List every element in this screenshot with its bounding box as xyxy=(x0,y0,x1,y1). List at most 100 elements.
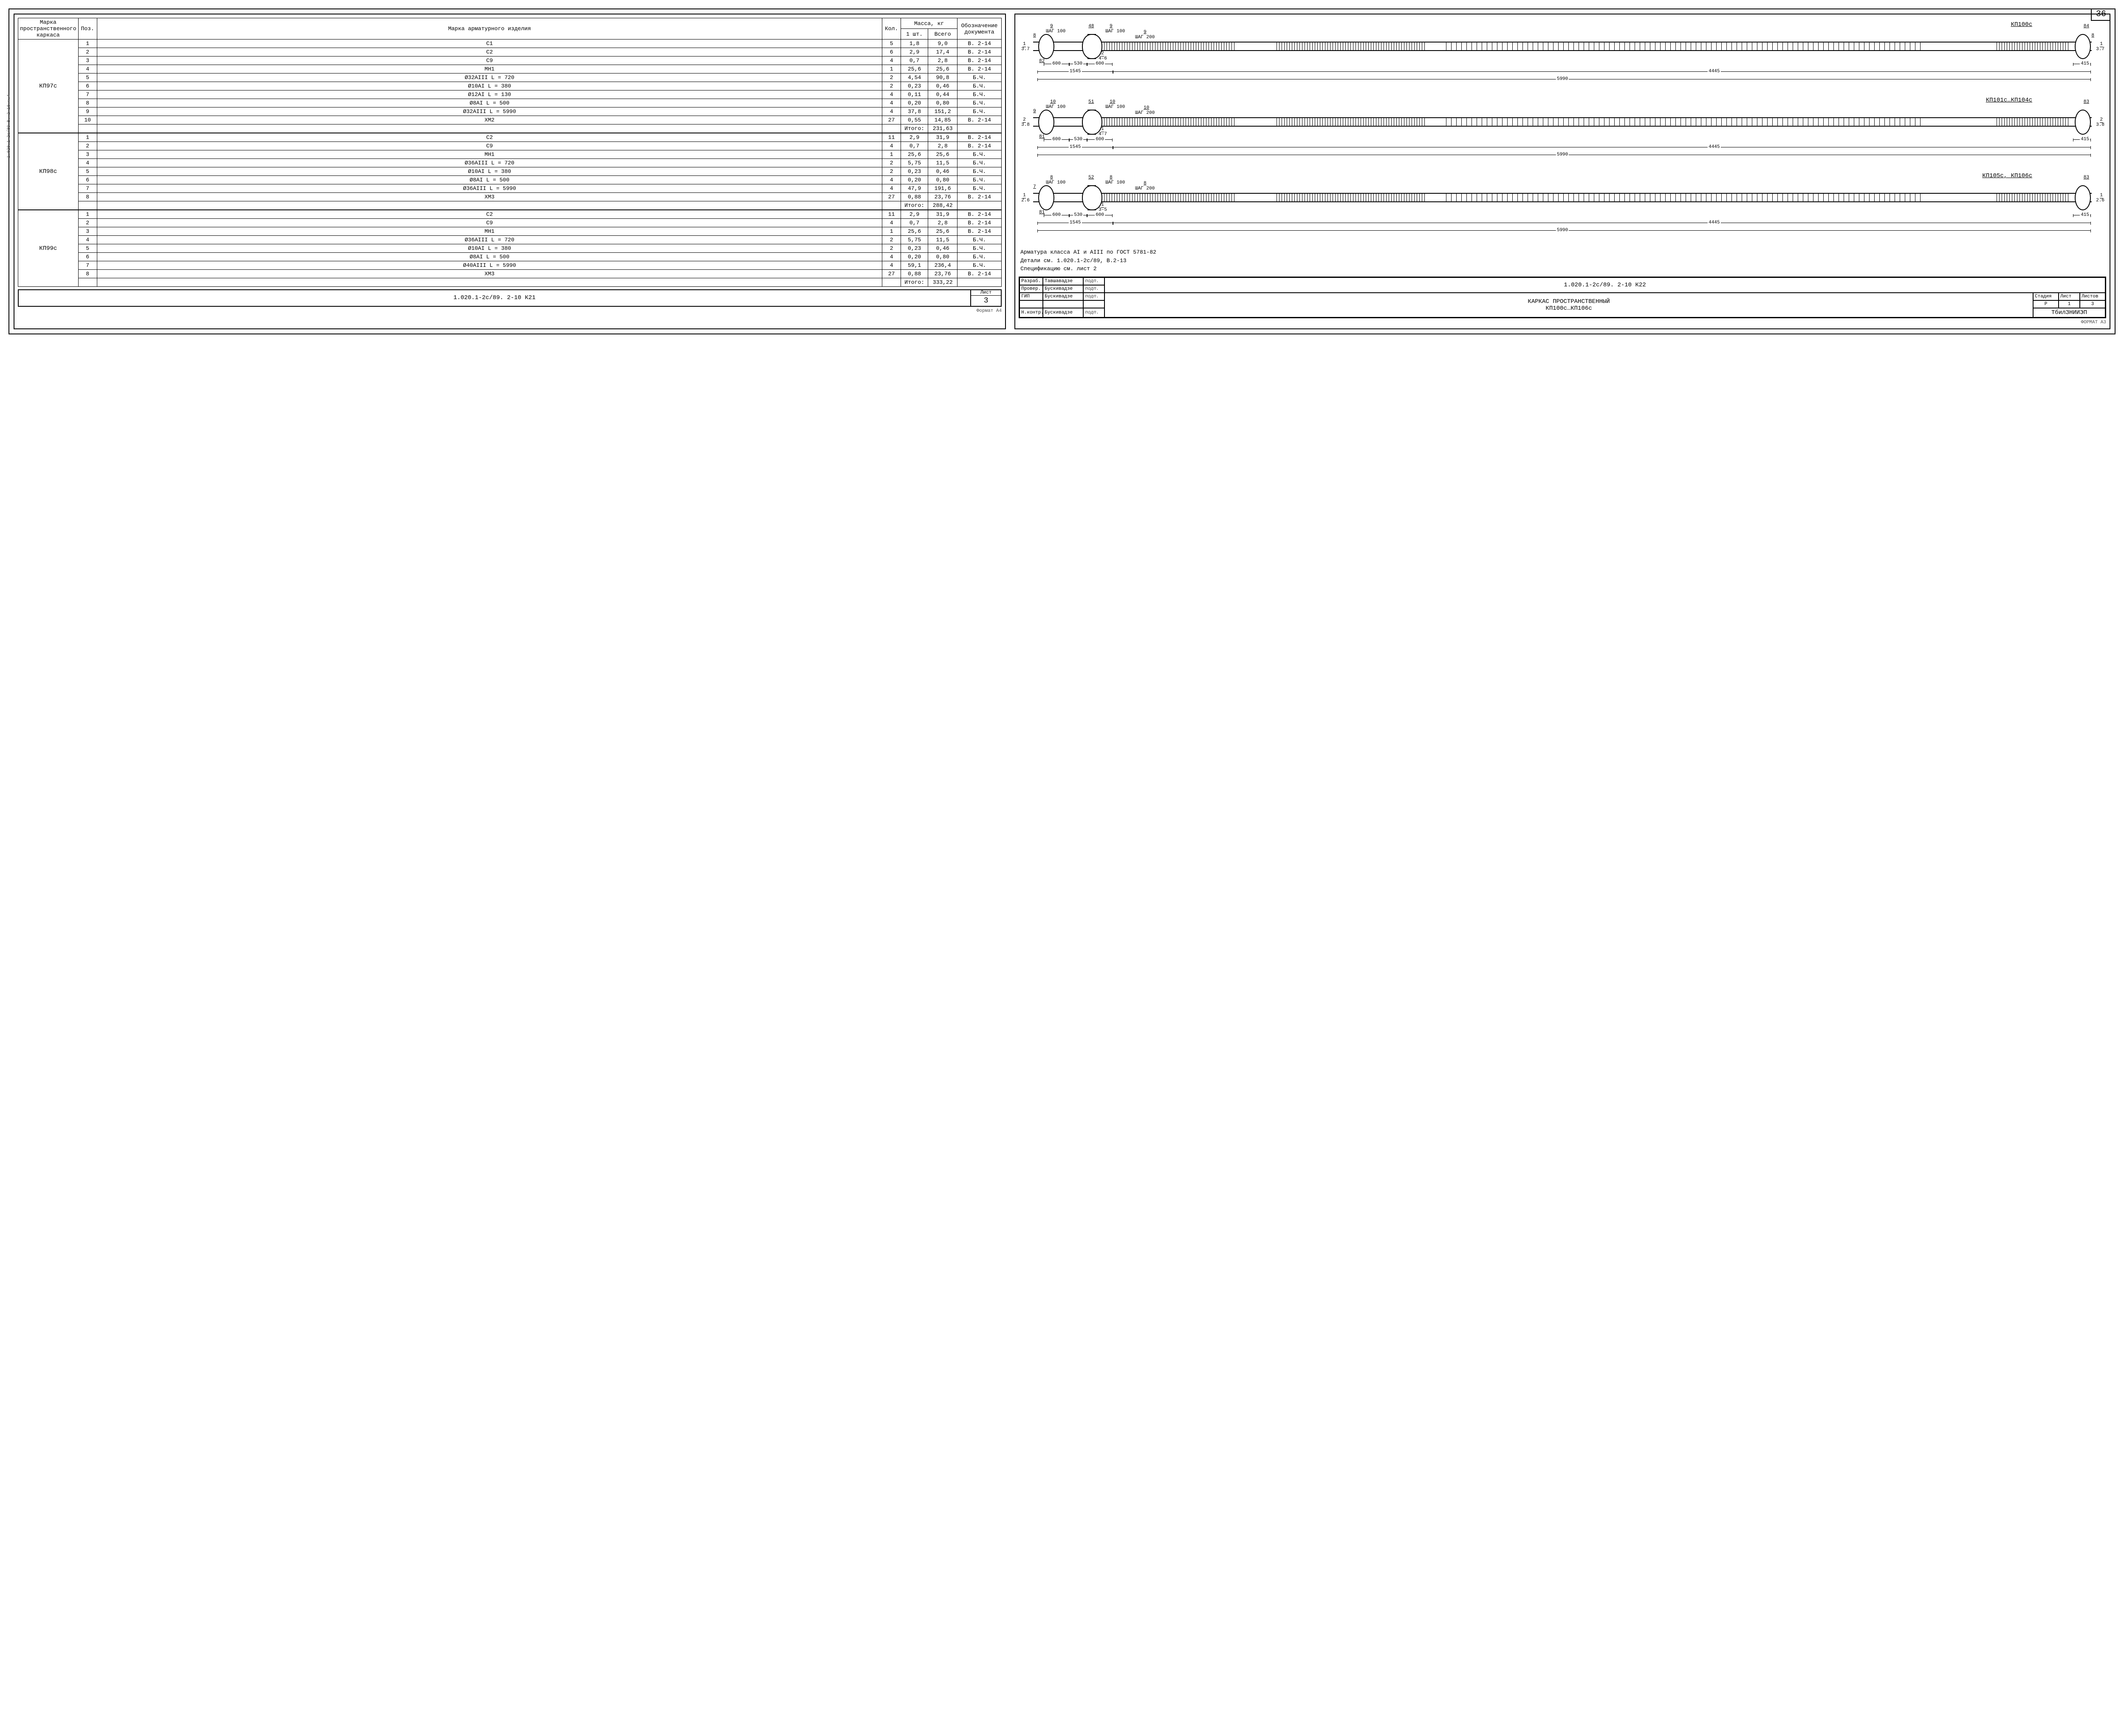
cell-kol: 4 xyxy=(882,142,901,150)
cell-m1: 4,54 xyxy=(901,74,928,82)
cell-m1: 0,20 xyxy=(901,176,928,184)
stirrup-right xyxy=(2075,34,2091,59)
cell-m1: 25,6 xyxy=(901,150,928,159)
th-kol: Кол. xyxy=(882,18,901,40)
cell-kol: 4 xyxy=(882,107,901,116)
title-block: Разраб. Тавшавадзе подп. 1.020.1-2с/89. … xyxy=(1019,277,2106,318)
table-row: 7Ø40АIII L = 5990459,1236,4Б.Ч. xyxy=(18,261,1002,270)
cell-doc: Б.Ч. xyxy=(957,176,1002,184)
lbl-530: 530 xyxy=(1073,212,1083,218)
cell-m1: 5,75 xyxy=(901,159,928,167)
cell-doc: Б.Ч. xyxy=(957,107,1002,116)
th-massa: Масса, кг xyxy=(901,18,957,29)
tb-listov: 3 xyxy=(2080,300,2105,308)
lbl-5990: 5990 xyxy=(1556,152,1569,157)
cell-mall: 2,8 xyxy=(928,219,957,227)
th-m1: 1 шт. xyxy=(901,29,928,40)
cell-mall: 0,46 xyxy=(928,82,957,90)
cell-poz: 3 xyxy=(78,57,97,65)
lbl-1545: 1545 xyxy=(1069,69,1082,74)
tb-r4: Н.контр. xyxy=(1020,308,1043,317)
tb-stadia-h: Стадия xyxy=(2033,293,2059,300)
cell-izd: Ø40АIII L = 5990 xyxy=(97,261,882,270)
table-row: 8ХМ3270,8823,76В. 2-14 xyxy=(18,193,1002,201)
cell-doc: Б.Ч. xyxy=(957,150,1002,159)
table-row: 2С262,917,4В. 2-14 xyxy=(18,48,1002,57)
co-far-step: ШАГ 200 xyxy=(1135,110,1155,116)
cell-poz: 5 xyxy=(78,167,97,176)
drawing-title: КП100с xyxy=(2011,21,2032,28)
cell-izd: МН1 xyxy=(97,150,882,159)
cell-doc: В. 2-14 xyxy=(957,270,1002,278)
th-karkas: Марка пространственного каркаса xyxy=(18,18,79,40)
cell-m1: 0,55 xyxy=(901,116,928,124)
cell-izd: Ø8АI L = 500 xyxy=(97,253,882,261)
table-row: КП97с1С151,89,0В. 2-14 xyxy=(18,40,1002,48)
cell-m1: 0,7 xyxy=(901,142,928,150)
note-1: Арматура класса АI и АIII по ГОСТ 5781-8… xyxy=(1020,248,2104,257)
co-far-step: ШАГ 200 xyxy=(1135,186,1155,191)
lbl-600b: 600 xyxy=(1095,137,1105,142)
cell-m1: 0,88 xyxy=(901,270,928,278)
cell-m1: 25,6 xyxy=(901,65,928,74)
cell-izd: С9 xyxy=(97,57,882,65)
karkas-name: КП97с xyxy=(18,40,79,133)
cell-mall: 90,8 xyxy=(928,74,957,82)
stirrup-mid xyxy=(1082,110,1102,135)
left-sheet-lbl: Лист xyxy=(971,290,1001,296)
cell-izd: Ø10АI L = 380 xyxy=(97,244,882,253)
tb-title1: КАРКАС ПРОСТРАНСТВЕННЫЙ xyxy=(1528,298,1610,305)
tb-title2: КП100с…КП106с xyxy=(1545,305,1592,312)
cell-m1: 0,11 xyxy=(901,90,928,99)
cell-kol: 2 xyxy=(882,236,901,244)
table-row: 7Ø36АIII L = 5990447,9191,6Б.Ч. xyxy=(18,184,1002,193)
beam xyxy=(1033,193,2092,202)
tb-blank1 xyxy=(1020,300,1043,308)
cell-kol: 1 xyxy=(882,150,901,159)
table-row: 5Ø10АI L = 38020,230,46Б.Ч. xyxy=(18,167,1002,176)
th-mall: Всего xyxy=(928,29,957,40)
cell-izd: Ø32АIII L = 720 xyxy=(97,74,882,82)
cell-poz: 4 xyxy=(78,236,97,244)
tb-n1: Тавшавадзе xyxy=(1043,277,1083,285)
rebar-drawing: КП100с9ШАГ 100489ШАГ 1009ШАГ 20084882813… xyxy=(1020,21,2104,93)
left-format: Формат А4 xyxy=(18,308,1002,314)
cell-mall: 0,46 xyxy=(928,244,957,253)
total-row: Итого:333,22 xyxy=(18,278,1002,287)
under-mid-d: 3-5 xyxy=(1099,207,1107,212)
table-row: 3МН1125,625,6В. 2-14 xyxy=(18,227,1002,236)
cell-doc: В. 2-14 xyxy=(957,227,1002,236)
table-row: 6Ø8АI L = 50040,200,80Б.Ч. xyxy=(18,253,1002,261)
tb-n4: Бускивадзе xyxy=(1043,308,1083,317)
cell-doc: В. 2-14 xyxy=(957,65,1002,74)
total-val: 333,22 xyxy=(928,278,957,287)
table-row: 2С940,72,8В. 2-14 xyxy=(18,219,1002,227)
sec-right-d: 2.6 xyxy=(2096,198,2104,203)
co-right-n: 9 xyxy=(1110,24,1113,29)
co-right-step: ШАГ 100 xyxy=(1105,180,1125,185)
lbl-415: 415 xyxy=(2080,137,2090,142)
lbl-1545: 1545 xyxy=(1069,220,1082,225)
table-row: 5Ø10АI L = 38020,230,46Б.Ч. xyxy=(18,244,1002,253)
cell-kol: 4 xyxy=(882,90,901,99)
lbl-600b: 600 xyxy=(1095,61,1105,66)
sig-3: подп. xyxy=(1083,293,1104,300)
co-far-step: ШАГ 200 xyxy=(1135,35,1155,40)
stirrup-right xyxy=(2075,110,2091,135)
cell-izd: С2 xyxy=(97,210,882,219)
cell-mall: 0,80 xyxy=(928,176,957,184)
cell-poz: 6 xyxy=(78,82,97,90)
cell-m1: 5,75 xyxy=(901,236,928,244)
cell-izd: С9 xyxy=(97,219,882,227)
cell-m1: 0,20 xyxy=(901,99,928,107)
karkas-name: КП98с xyxy=(18,133,79,210)
karkas-name: КП99с xyxy=(18,210,79,287)
cell-doc: Б.Ч. xyxy=(957,99,1002,107)
co-left-step: ШАГ 100 xyxy=(1046,105,1065,110)
cell-mall: 191,6 xyxy=(928,184,957,193)
co-end-n: 83 xyxy=(2084,99,2089,105)
table-row: 5Ø32АIII L = 72024,5490,8Б.Ч. xyxy=(18,74,1002,82)
total-lbl: Итого: xyxy=(901,124,928,133)
cell-izd: Ø32АIII L = 5990 xyxy=(97,107,882,116)
tb-code: 1.020.1-2с/89. 2-10 К22 xyxy=(1104,277,2105,293)
